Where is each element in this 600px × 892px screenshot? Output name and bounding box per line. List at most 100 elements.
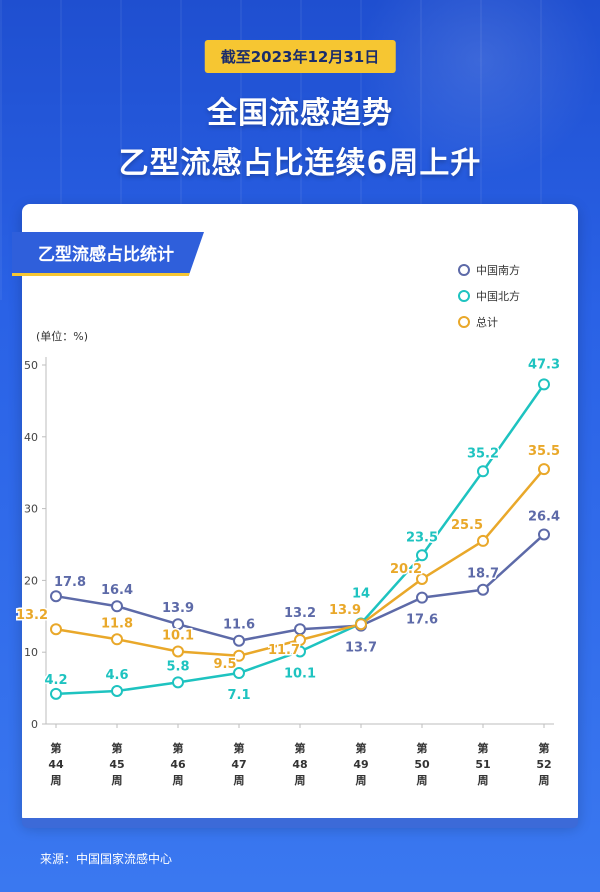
y-tick-label: 10 [24, 646, 38, 659]
chart-card [22, 204, 578, 824]
data-point [50, 623, 62, 636]
data-label: 10.1 [162, 628, 194, 643]
data-label: 13.7 [345, 641, 377, 656]
data-point [111, 600, 123, 613]
data-label: 35.5 [528, 444, 560, 459]
legend-entry: 中国北方 [476, 289, 520, 303]
data-label: 13.2 [16, 608, 48, 623]
legend-entry: 中国南方 [476, 263, 520, 277]
x-tick-label: 44 [48, 758, 64, 771]
data-point [111, 684, 123, 697]
data-point [477, 465, 489, 478]
card-bottom-bar [22, 818, 578, 828]
data-label: 9.5 [213, 657, 236, 672]
page-subtitle: 乙型流感占比连续6周上升 [118, 146, 482, 181]
data-label: 26.4 [528, 509, 560, 524]
data-point [172, 645, 184, 658]
x-tick-label: 周 [295, 774, 306, 787]
x-tick-label: 周 [173, 774, 184, 787]
page-title: 全国流感趋势 [207, 96, 393, 131]
data-label: 11.8 [101, 616, 133, 631]
x-tick-label: 51 [475, 758, 490, 771]
data-point [538, 463, 550, 476]
data-point [416, 549, 428, 562]
data-point [233, 649, 245, 662]
data-point [111, 633, 123, 646]
data-label: 13.9 [329, 603, 361, 618]
data-label: 35.2 [467, 446, 499, 461]
data-label: 4.2 [44, 673, 67, 688]
data-label: 4.6 [105, 668, 128, 683]
x-tick-label: 第 [234, 741, 245, 755]
source-note: 来源：中国国家流感中心 [40, 852, 173, 866]
data-point [294, 645, 306, 658]
data-label: 47.3 [528, 357, 560, 372]
data-point [233, 667, 245, 680]
data-point [233, 634, 245, 647]
x-tick-label: 45 [109, 758, 124, 771]
y-tick-label: 30 [24, 503, 38, 516]
data-point [172, 618, 184, 631]
data-label: 5.8 [166, 659, 189, 674]
x-tick-label: 49 [353, 758, 368, 771]
x-tick-label: 周 [51, 774, 62, 787]
data-label: 18.7 [467, 567, 499, 582]
x-tick-label: 第 [478, 741, 489, 755]
x-tick-label: 周 [478, 774, 489, 787]
x-tick-label: 48 [292, 758, 307, 771]
data-point [294, 623, 306, 636]
data-point [355, 618, 367, 631]
data-point [416, 591, 428, 604]
x-tick-label: 50 [414, 758, 430, 771]
data-point [477, 583, 489, 596]
x-tick-label: 第 [295, 741, 306, 755]
legend-entry: 总计 [476, 315, 498, 329]
data-label: 13.2 [284, 606, 316, 621]
data-label: 17.6 [406, 613, 438, 628]
data-point [538, 528, 550, 541]
x-tick-label: 第 [539, 741, 550, 755]
legend-marker [458, 264, 470, 276]
data-label: 14 [352, 586, 370, 601]
y-tick-label: 20 [24, 574, 38, 587]
data-label: 11.6 [223, 618, 255, 633]
data-point [538, 378, 550, 391]
x-tick-label: 第 [356, 741, 367, 755]
chart-label: 乙型流感占比统计 [12, 232, 204, 276]
legend-marker [458, 316, 470, 328]
data-label: 7.1 [227, 688, 250, 703]
data-label: 16.4 [101, 583, 133, 598]
data-point [294, 633, 306, 646]
data-label: 25.5 [451, 518, 483, 533]
x-tick-label: 第 [112, 741, 123, 755]
data-point [50, 687, 62, 700]
data-point [477, 534, 489, 547]
x-tick-label: 周 [417, 774, 428, 787]
data-point [50, 590, 62, 603]
x-tick-label: 周 [539, 774, 550, 787]
x-tick-label: 周 [234, 774, 245, 787]
data-label: 23.5 [406, 530, 438, 545]
data-point [172, 676, 184, 689]
date-badge: 截至2023年12月31日 [204, 40, 396, 73]
x-tick-label: 周 [356, 774, 367, 787]
y-tick-label: 40 [24, 431, 38, 444]
data-label: 17.8 [54, 575, 86, 590]
x-tick-label: 47 [231, 758, 246, 771]
data-point [416, 572, 428, 585]
legend-marker [458, 290, 470, 302]
unit-label: (单位：%) [36, 329, 88, 343]
y-tick-label: 50 [24, 359, 38, 372]
x-tick-label: 周 [112, 774, 123, 787]
x-tick-label: 第 [417, 741, 428, 755]
x-tick-label: 第 [51, 741, 62, 755]
data-label: 13.9 [162, 601, 194, 616]
x-tick-label: 第 [173, 741, 184, 755]
data-label: 20.2 [390, 562, 422, 577]
data-label: 10.1 [284, 666, 316, 681]
x-tick-label: 46 [170, 758, 186, 771]
x-tick-label: 52 [536, 758, 551, 771]
data-label: 11.7 [268, 643, 300, 658]
y-tick-label: 0 [31, 718, 38, 731]
